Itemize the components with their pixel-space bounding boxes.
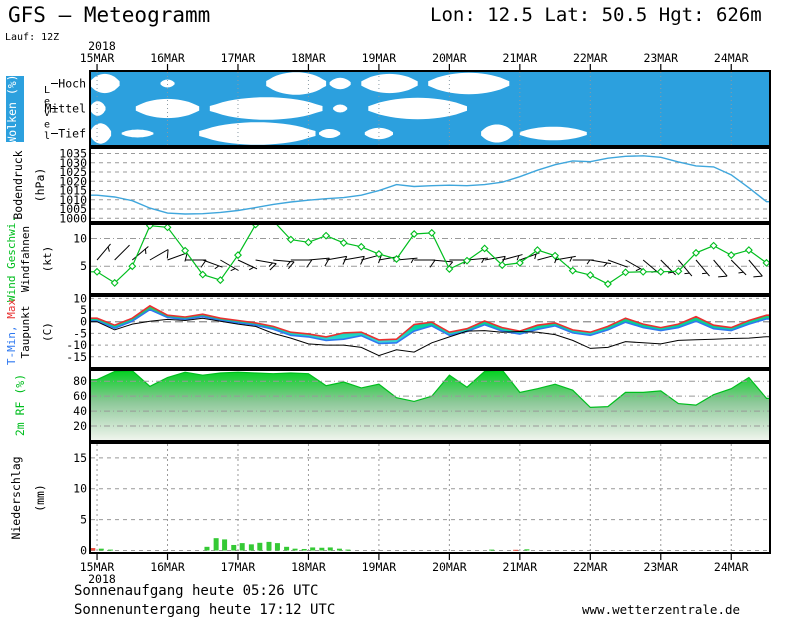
svg-text:T-Min, Max: T-Min, Max (5, 299, 18, 366)
sunset-time: Sonnenuntergang heute 17:12 UTC (74, 602, 336, 618)
svg-text:1020: 1020 (59, 174, 87, 188)
svg-text:Niederschlag: Niederschlag (9, 456, 23, 539)
svg-text:16MAR: 16MAR (150, 560, 185, 574)
location-coordinates: Lon: 12.5 Lat: 50.5 Hgt: 626m (430, 4, 762, 26)
svg-text:19MAR: 19MAR (362, 51, 397, 65)
svg-text:1015: 1015 (59, 184, 87, 198)
tmin-line (90, 308, 770, 345)
temp-grid (91, 297, 769, 358)
tmax-line (90, 304, 770, 341)
precip-day-gridlines (96, 444, 732, 552)
svg-text:(kt): (kt) (41, 246, 54, 273)
clouds-label-box (6, 76, 24, 142)
svg-text:v: v (44, 108, 50, 119)
svg-text:18MAR: 18MAR (291, 51, 326, 65)
svg-text:-15: -15 (66, 350, 87, 364)
temperature-band (90, 304, 770, 357)
wind-barbs (96, 243, 770, 278)
top-date-axis: 15MAR 16MAR 17MAR 18MAR 19MAR 20MAR 21MAR 22MAR… (80, 39, 749, 71)
svg-text:15: 15 (73, 451, 87, 465)
svg-text:21MAR: 21MAR (503, 51, 538, 65)
svg-text:2018: 2018 (88, 39, 116, 53)
svg-text:20MAR: 20MAR (432, 51, 467, 65)
svg-text:1005: 1005 (59, 202, 87, 216)
svg-text:80: 80 (73, 374, 87, 388)
svg-text:24MAR: 24MAR (714, 51, 749, 65)
svg-text:e: e (44, 120, 50, 131)
page-title: GFS – Meteogramm (8, 3, 211, 27)
svg-text:20MAR: 20MAR (432, 560, 467, 574)
svg-text:(mm): (mm) (33, 484, 47, 512)
precip-tick-labels: 15 10 5 0 (73, 451, 87, 558)
svg-text:Bodendruck: Bodendruck (11, 150, 25, 219)
svg-text:15MAR: 15MAR (80, 51, 115, 65)
svg-text:10: 10 (73, 231, 87, 245)
svg-text:18MAR: 18MAR (291, 560, 326, 574)
svg-text:22MAR: 22MAR (573, 51, 608, 65)
model-run-label: Lauf: 12Z (5, 32, 60, 43)
svg-text:10: 10 (73, 482, 87, 496)
svg-text:60: 60 (73, 389, 87, 403)
svg-text:Wind Geschwi.: Wind Geschwi. (5, 216, 18, 302)
svg-text:Taupunkt: Taupunkt (19, 306, 32, 359)
svg-text:e: e (44, 97, 50, 108)
svg-text:20: 20 (73, 419, 87, 433)
svg-text:22MAR: 22MAR (573, 560, 608, 574)
svg-text:1010: 1010 (59, 193, 87, 207)
humidity-area (90, 370, 770, 441)
svg-text:1030: 1030 (59, 156, 87, 170)
svg-text:5: 5 (80, 513, 87, 527)
website-credit: www.wetterzentrale.de (582, 602, 741, 617)
rf-grid (91, 380, 769, 427)
svg-text:16MAR: 16MAR (150, 51, 185, 65)
svg-text:10: 10 (73, 291, 87, 305)
bottom-date-axis: 15MAR 16MAR 17MAR 18MAR 19MAR 20MAR 21MAR 22MAR… (80, 553, 749, 586)
svg-text:23MAR: 23MAR (643, 560, 678, 574)
svg-text:19MAR: 19MAR (362, 560, 397, 574)
svg-text:5: 5 (80, 303, 87, 317)
svg-text:23MAR: 23MAR (643, 51, 678, 65)
cloud-day-gridlines (96, 72, 732, 145)
svg-text:2m RF (%): 2m RF (%) (13, 374, 27, 436)
wind-speed-line (90, 224, 770, 288)
svg-text:(C): (C) (41, 322, 54, 342)
svg-text:40: 40 (73, 404, 87, 418)
svg-text:l: l (44, 131, 50, 142)
svg-text:1025: 1025 (59, 165, 87, 179)
svg-text:Tief: Tief (58, 127, 86, 141)
svg-text:24MAR: 24MAR (714, 560, 749, 574)
svg-text:Mittel: Mittel (44, 102, 86, 116)
svg-text:Hoch: Hoch (58, 77, 86, 91)
wind-tick-labels: 10 5 (73, 231, 87, 273)
pressure-grid (91, 153, 769, 219)
svg-text:0: 0 (80, 544, 87, 558)
svg-text:17MAR: 17MAR (221, 51, 256, 65)
svg-text:Wolken (%): Wolken (%) (5, 74, 19, 143)
svg-text:(hPa): (hPa) (33, 168, 47, 203)
svg-text:0: 0 (80, 315, 87, 329)
wind-grid (91, 237, 769, 267)
sunrise-time: Sonnenaufgang heute 05:26 UTC (74, 583, 319, 599)
svg-text:15MAR: 15MAR (80, 560, 115, 574)
svg-text:Windfahnen: Windfahnen (19, 226, 32, 292)
dewpoint-line (90, 317, 770, 357)
svg-text:5: 5 (80, 259, 87, 273)
pressure-line (90, 155, 770, 215)
svg-text:17MAR: 17MAR (221, 560, 256, 574)
svg-text:1000: 1000 (59, 211, 87, 225)
svg-text:-5: -5 (73, 326, 87, 340)
precip-grid (91, 457, 769, 552)
panel-axis-titles: Wolken (%) LevelHochMittelTiefBodendruck(… (5, 74, 86, 539)
svg-text:-10: -10 (66, 338, 87, 352)
svg-text:L: L (44, 85, 50, 96)
svg-text:1035: 1035 (59, 147, 87, 161)
svg-text:21MAR: 21MAR (503, 560, 538, 574)
precip-bars (90, 538, 530, 551)
svg-text:2018: 2018 (88, 572, 116, 586)
